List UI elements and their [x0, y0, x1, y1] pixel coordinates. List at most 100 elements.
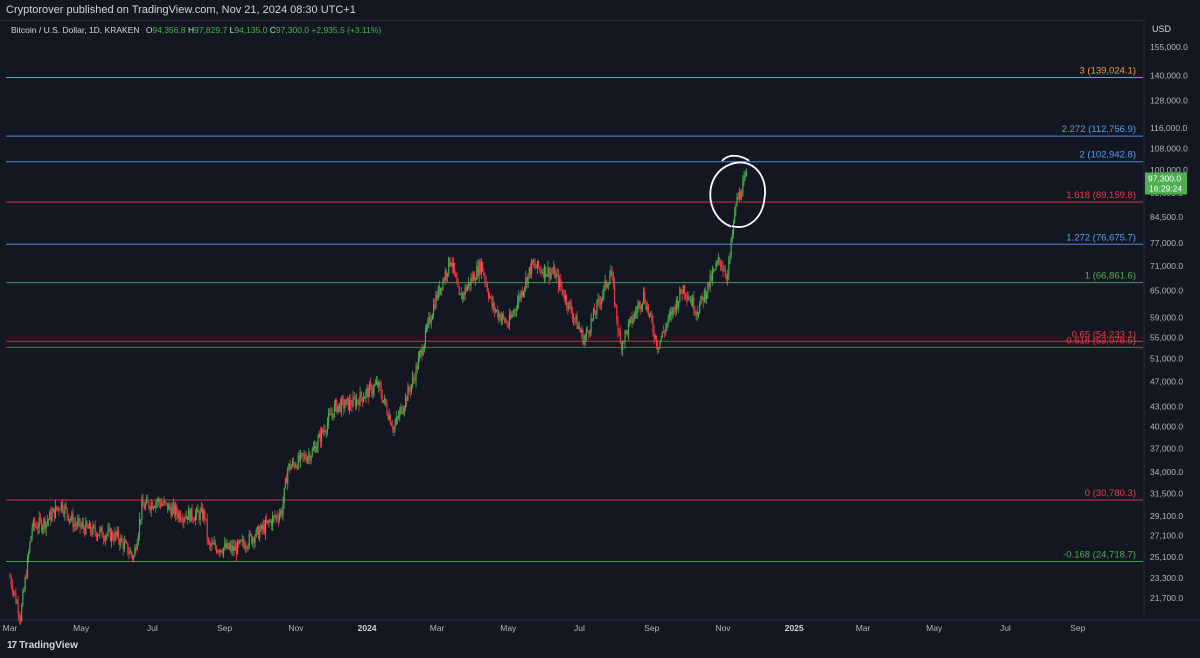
y-tick-label: 37,000.0 — [1150, 443, 1183, 453]
candle-body — [354, 398, 356, 407]
candle — [112, 529, 114, 542]
candle-body — [448, 257, 450, 274]
candle — [80, 521, 82, 530]
candle-body — [352, 397, 354, 407]
candle-body — [475, 279, 477, 281]
candle — [356, 393, 358, 410]
y-tick-label: 65,000.0 — [1150, 286, 1183, 296]
candle — [672, 306, 674, 319]
y-tick-label: 34,000.0 — [1150, 467, 1183, 477]
candle-body — [377, 381, 379, 387]
candle — [522, 290, 525, 298]
candle-body — [459, 293, 461, 295]
candle — [374, 378, 376, 387]
candle-body — [548, 267, 550, 279]
candle — [140, 519, 142, 526]
candle-body — [87, 526, 89, 529]
candle — [570, 299, 572, 315]
candle-body — [119, 540, 121, 546]
candle-body — [553, 267, 555, 273]
candle — [606, 282, 609, 289]
candle — [465, 284, 467, 293]
candle — [585, 326, 588, 342]
candle-body — [51, 512, 53, 521]
candle — [560, 273, 562, 292]
candle — [158, 497, 160, 509]
candle-body — [745, 172, 747, 176]
candle-body — [98, 534, 100, 536]
candle — [106, 532, 108, 541]
y-tick-label: 55,000.0 — [1150, 332, 1183, 342]
candle-body — [164, 501, 166, 503]
candle-body — [710, 274, 712, 281]
candle — [103, 534, 106, 543]
candle — [393, 426, 395, 436]
candle-body — [412, 377, 414, 385]
candle — [559, 275, 561, 291]
candle — [564, 289, 567, 306]
candle-body — [43, 519, 45, 527]
candle — [463, 291, 465, 302]
candle — [723, 265, 725, 272]
candle-body — [93, 525, 95, 527]
chart-pane[interactable] — [0, 20, 1143, 621]
candle-body — [21, 605, 23, 622]
candle — [169, 501, 171, 513]
candle-body — [485, 281, 487, 284]
x-tick-label: Sep — [217, 623, 232, 633]
candle-body — [302, 453, 304, 456]
candle-body — [528, 267, 530, 274]
candle — [116, 526, 118, 538]
candle-body — [559, 279, 561, 288]
candle-body — [442, 279, 444, 290]
candle — [280, 508, 282, 518]
candle — [358, 397, 360, 412]
candle — [332, 413, 334, 422]
candle — [429, 312, 431, 325]
candle-body — [68, 519, 71, 521]
candle-body — [399, 410, 401, 417]
candle — [643, 287, 645, 305]
candle — [724, 265, 726, 280]
y-tick-label: 108,000.0 — [1150, 143, 1188, 153]
candle-body — [539, 267, 541, 269]
candle-body — [489, 296, 491, 298]
candle-body — [678, 300, 680, 308]
candle — [437, 285, 439, 301]
candle — [51, 506, 53, 523]
candle-body — [180, 520, 183, 522]
candle — [70, 516, 72, 523]
last-price-badge-bg — [1145, 172, 1187, 195]
candle — [436, 290, 438, 301]
candle — [406, 395, 408, 407]
y-tick-label: 31,500.0 — [1150, 489, 1183, 499]
candle — [634, 306, 637, 319]
candle — [661, 331, 663, 339]
candle-body — [24, 576, 26, 589]
candle — [438, 280, 440, 298]
candle-body — [386, 404, 388, 414]
candle — [162, 501, 164, 506]
candle — [115, 531, 117, 541]
candle — [260, 523, 262, 532]
candle-body — [234, 546, 236, 551]
candle-body — [385, 398, 387, 405]
candle — [224, 536, 226, 551]
candle — [456, 272, 458, 285]
candle-body — [629, 319, 631, 324]
candle-body — [23, 588, 25, 592]
candle-body — [437, 286, 439, 299]
candle — [279, 508, 281, 523]
candle-body — [665, 326, 667, 333]
candle — [365, 388, 367, 403]
candle-body — [627, 323, 630, 335]
candle — [163, 496, 165, 506]
candle — [660, 335, 662, 343]
candle-body — [150, 502, 152, 511]
candle-body — [465, 287, 467, 291]
candle — [191, 503, 193, 523]
candle-body — [669, 311, 672, 316]
candle-body — [165, 502, 167, 504]
candle — [706, 290, 708, 304]
